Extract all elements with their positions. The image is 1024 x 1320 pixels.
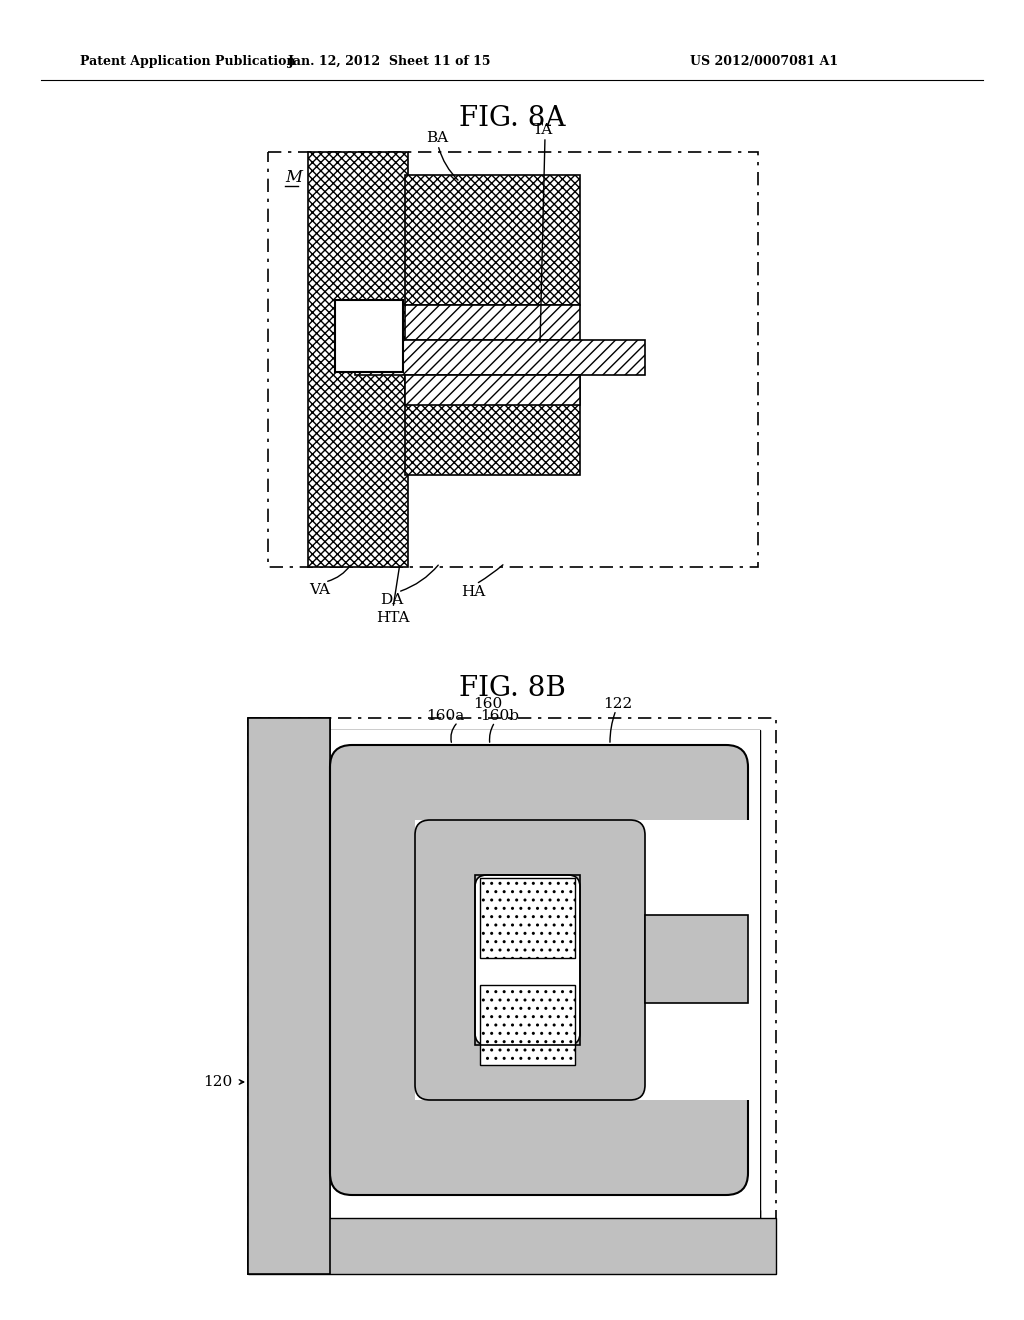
Bar	[335, 300, 403, 372]
Bar	[248, 718, 776, 1274]
Bar	[268, 152, 758, 568]
Bar	[248, 1218, 776, 1274]
Text: M: M	[285, 169, 302, 186]
Text: 160a: 160a	[426, 709, 464, 723]
Bar	[406, 375, 580, 405]
Text: 122: 122	[603, 697, 633, 711]
Bar	[635, 820, 750, 1100]
Bar	[475, 875, 580, 1045]
Text: BA: BA	[426, 131, 449, 145]
Bar	[645, 915, 748, 1003]
Bar	[415, 1020, 655, 1100]
Text: FIG. 8B: FIG. 8B	[459, 675, 565, 701]
Bar	[480, 985, 575, 1065]
Bar	[308, 152, 408, 568]
FancyBboxPatch shape	[415, 820, 645, 1100]
Text: HTA: HTA	[376, 611, 410, 624]
Bar	[406, 176, 580, 305]
Text: 160: 160	[473, 697, 503, 711]
Bar	[330, 1210, 760, 1269]
Text: FIG. 8A: FIG. 8A	[459, 104, 565, 132]
Text: DA: DA	[380, 593, 403, 607]
Bar	[330, 730, 760, 1265]
FancyBboxPatch shape	[330, 744, 748, 1195]
Text: TA: TA	[532, 123, 553, 137]
Text: 160b: 160b	[480, 709, 519, 723]
Text: HA: HA	[461, 585, 485, 599]
Text: VA: VA	[309, 583, 331, 597]
Bar	[415, 820, 655, 900]
Text: 120: 120	[203, 1074, 232, 1089]
FancyBboxPatch shape	[475, 875, 580, 1045]
Text: Patent Application Publication: Patent Application Publication	[80, 55, 296, 69]
Bar	[355, 341, 645, 375]
Bar	[248, 718, 330, 1274]
Bar	[480, 878, 575, 958]
Text: US 2012/0007081 A1: US 2012/0007081 A1	[690, 55, 838, 69]
Bar	[330, 730, 760, 1265]
Bar	[406, 366, 580, 475]
Bar	[406, 305, 580, 341]
Bar	[248, 718, 330, 1274]
Text: Jan. 12, 2012  Sheet 11 of 15: Jan. 12, 2012 Sheet 11 of 15	[288, 55, 492, 69]
